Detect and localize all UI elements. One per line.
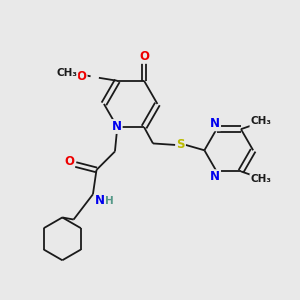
Text: O: O [64,155,74,168]
Text: CH₃: CH₃ [250,174,272,184]
Text: H: H [105,196,114,206]
Text: S: S [176,137,185,151]
Text: N: N [210,117,220,130]
Text: N: N [210,170,220,183]
Text: N: N [112,120,122,133]
Text: O: O [139,50,149,63]
Text: N: N [95,194,105,207]
Text: CH₃: CH₃ [56,68,77,78]
Text: CH₃: CH₃ [250,116,272,126]
Text: O: O [76,70,87,83]
